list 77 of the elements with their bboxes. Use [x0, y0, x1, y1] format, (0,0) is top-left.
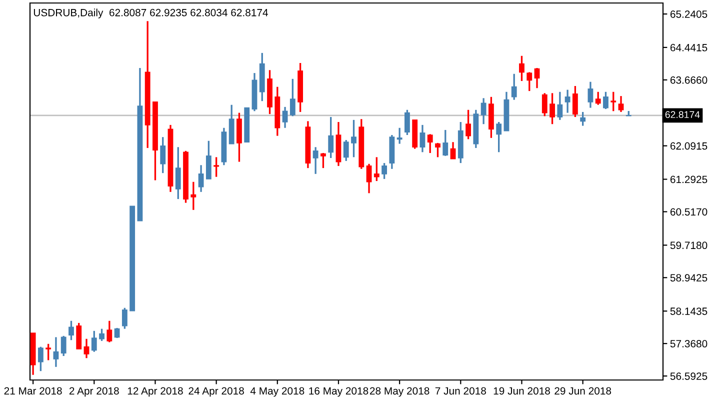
- candlestick: [312, 146, 318, 175]
- candlestick: [542, 92, 548, 117]
- candlestick: [60, 335, 66, 357]
- candlestick: [190, 181, 196, 211]
- candlestick: [328, 116, 334, 159]
- x-tick-label: 4 May 2018: [250, 387, 304, 397]
- candlestick: [351, 119, 356, 158]
- y-tick-label: 63.6660: [670, 76, 708, 84]
- candlestick: [366, 163, 372, 194]
- candlestick: [38, 346, 44, 372]
- candlestick: [320, 152, 326, 169]
- y-tick-label: 65.2405: [670, 10, 708, 18]
- x-tick-label: 21 Mar 2018: [4, 387, 62, 395]
- candlestick: [114, 327, 120, 339]
- candlestick: [550, 92, 555, 125]
- candlestick: [106, 320, 112, 344]
- candlestick: [442, 129, 448, 157]
- candlestick: [526, 71, 532, 92]
- x-tick-label: 24 Apr 2018: [188, 387, 244, 397]
- candlestick: [122, 307, 128, 330]
- candlestick: [610, 91, 616, 112]
- candlestick: [427, 133, 433, 154]
- y-tick-label: 64.4415: [670, 44, 708, 52]
- candlestick: [290, 78, 296, 117]
- candlestick: [53, 336, 59, 368]
- candlestick: [374, 156, 380, 182]
- x-tick-label: 16 May 2018: [309, 387, 368, 397]
- candlestick: [206, 140, 212, 180]
- x-tick-label: 29 Jun 2018: [554, 387, 612, 395]
- x-tick-label: 19 Jun 2018: [494, 387, 550, 395]
- candlestick: [450, 141, 456, 160]
- ref-line-label: 62.8174: [665, 111, 700, 118]
- candlestick: [557, 91, 563, 121]
- candlestick: [236, 112, 242, 163]
- candlestick: [466, 109, 471, 140]
- candlestick: [603, 91, 608, 110]
- candlestick: [588, 80, 594, 109]
- candlestick: [99, 328, 104, 342]
- candlestick: [511, 73, 517, 101]
- candlestick: [382, 162, 388, 180]
- candlestick: [519, 55, 524, 82]
- candlestick: [564, 88, 570, 114]
- x-tick-label: 2 Apr 2018: [69, 387, 119, 397]
- candlestick: [84, 338, 90, 359]
- x-tick-label: 12 Apr 2018: [128, 387, 183, 397]
- text: USDRUB,Daily 62.8087 62.9235 62.8034 62.8174: [34, 8, 268, 18]
- candlestick: [175, 146, 181, 200]
- candlestick: [160, 136, 166, 174]
- y-tick-label: 59.7180: [670, 242, 708, 250]
- candlestick: [572, 85, 578, 118]
- candlestick: [435, 142, 440, 158]
- candlestick: [534, 67, 540, 89]
- candlestick: [343, 139, 349, 162]
- candlestick: [91, 330, 97, 353]
- candlestick: [420, 124, 426, 153]
- y-tick-label: 58.1435: [670, 308, 708, 315]
- candlestick: [198, 164, 204, 193]
- candlestick: [618, 95, 624, 113]
- y-tick-label: 60.5170: [670, 208, 708, 216]
- candlestick: [214, 156, 220, 178]
- y-tick-label: 56.5925: [670, 372, 708, 380]
- y-tick-label: 62.0915: [670, 142, 708, 150]
- candlestick: [480, 97, 486, 125]
- y-tick-label: 58.9425: [670, 274, 708, 282]
- candlestick: [282, 106, 288, 129]
- candlestick: [46, 343, 52, 362]
- x-tick-label: 28 May 2018: [370, 387, 430, 397]
- candlestick: [496, 121, 502, 153]
- y-tick-label: 61.2925: [670, 176, 708, 184]
- candlestick: [396, 127, 402, 145]
- y-tick-label: 57.3680: [670, 340, 708, 348]
- candlestick: [580, 111, 586, 127]
- candlestick: [68, 320, 74, 341]
- candlestick: [595, 91, 601, 106]
- x-tick-label: 7 Jun 2018: [435, 387, 486, 395]
- candlestick: [76, 322, 82, 350]
- candlestick: [404, 109, 410, 136]
